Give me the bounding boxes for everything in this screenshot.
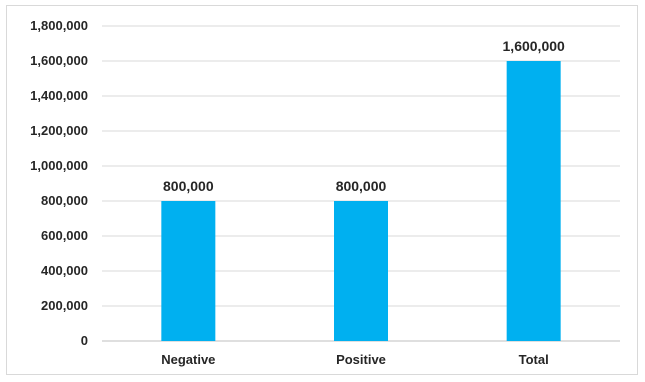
- y-tick-label: 600,000: [41, 228, 88, 243]
- x-category-label: Positive: [336, 352, 386, 367]
- x-category-label: Negative: [161, 352, 215, 367]
- y-tick-label: 1,400,000: [30, 88, 88, 103]
- x-category-label: Total: [519, 352, 549, 367]
- y-axis-ticks: 0 200,000 400,000 600,000 800,000 1,000,000 1,…: [30, 18, 88, 348]
- x-axis-labels: Negative Positive Total: [161, 352, 548, 367]
- bar-chart: 0 200,000 400,000 600,000 800,000 1,000,000 1,…: [30, 18, 620, 367]
- bars: [161, 61, 561, 341]
- y-tick-label: 1,000,000: [30, 158, 88, 173]
- y-tick-label: 1,600,000: [30, 53, 88, 68]
- bar-total: [506, 61, 561, 341]
- y-tick-label: 800,000: [41, 193, 88, 208]
- data-labels: 800,000 800,000 1,600,000: [163, 38, 565, 194]
- bar-positive: [334, 201, 388, 341]
- data-label: 1,600,000: [503, 38, 565, 54]
- y-tick-label: 0: [81, 333, 88, 348]
- y-tick-label: 1,200,000: [30, 123, 88, 138]
- bar-negative: [161, 201, 216, 341]
- y-tick-label: 400,000: [41, 263, 88, 278]
- y-tick-label: 1,800,000: [30, 18, 88, 33]
- chart-frame: 0 200,000 400,000 600,000 800,000 1,000,000 1,…: [6, 5, 638, 375]
- data-label: 800,000: [163, 178, 214, 194]
- y-tick-label: 200,000: [41, 298, 88, 313]
- data-label: 800,000: [336, 178, 387, 194]
